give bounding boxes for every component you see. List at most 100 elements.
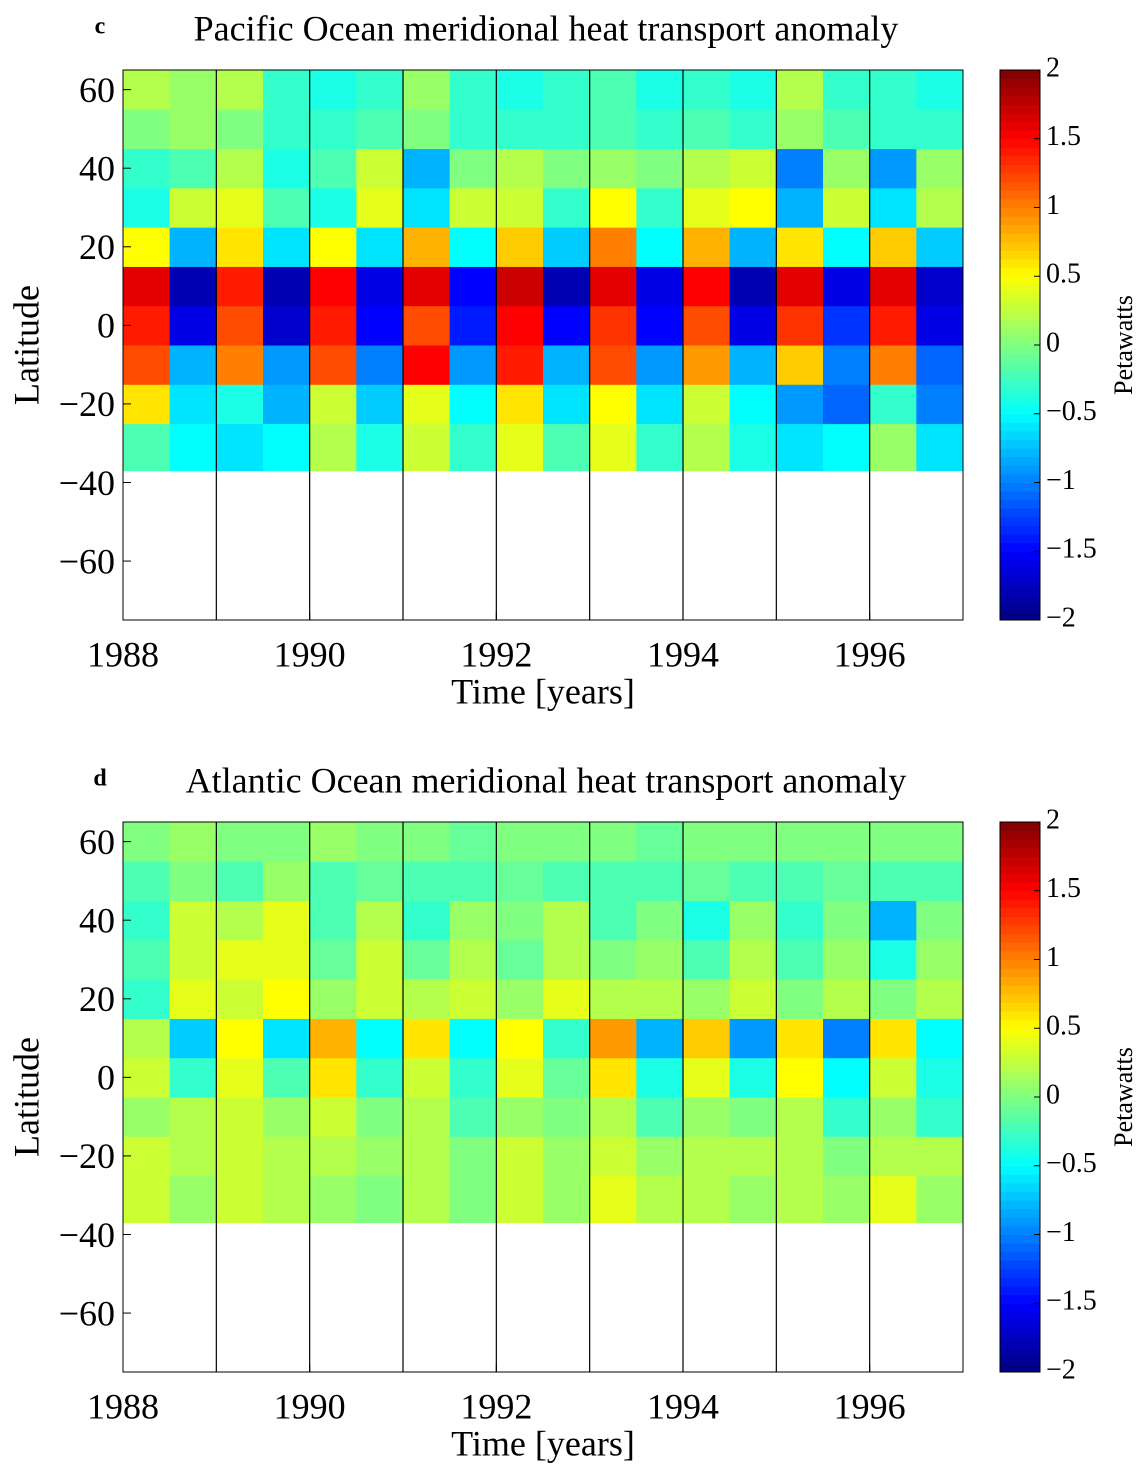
- colorbar-step: [1000, 1157, 1040, 1167]
- heatmap-cell: [589, 109, 637, 150]
- colorbar-step: [1000, 1363, 1040, 1373]
- colorbar-step: [1000, 1097, 1040, 1107]
- heatmap-cell: [916, 979, 964, 1019]
- heatmap-cell: [309, 345, 357, 385]
- colorbar-step: [1000, 1011, 1040, 1021]
- heatmap-cell: [496, 148, 544, 189]
- x-tick-label: 1994: [647, 634, 719, 674]
- heatmap-cell: [123, 423, 171, 472]
- heatmap-cell: [869, 345, 917, 385]
- heatmap-cell: [589, 1018, 637, 1059]
- heatmap-cell: [823, 187, 871, 228]
- colorbar-step: [1000, 830, 1040, 840]
- colorbar-step: [1000, 1148, 1040, 1158]
- colorbar-step: [1000, 516, 1040, 526]
- heatmap-cell: [496, 822, 544, 862]
- heatmap-cell: [216, 1018, 264, 1059]
- heatmap-cell: [449, 1057, 497, 1098]
- heatmap-cell: [916, 1057, 964, 1098]
- colorbar-step: [1000, 353, 1040, 363]
- colorbar-step: [1000, 1329, 1040, 1339]
- heatmap-cell: [916, 822, 964, 862]
- heatmap-cell: [123, 1018, 171, 1059]
- colorbar-step: [1000, 1114, 1040, 1124]
- heatmap-cell: [683, 822, 731, 862]
- heatmap-cell: [403, 70, 451, 110]
- heatmap-cell: [169, 227, 217, 267]
- heatmap-cell: [636, 939, 684, 980]
- heatmap-cell: [683, 979, 731, 1019]
- chart-title: Atlantic Ocean meridional heat transport…: [186, 760, 907, 800]
- heatmap-cell: [449, 109, 497, 150]
- heatmap-cell: [309, 109, 357, 150]
- colorbar-step: [1000, 387, 1040, 398]
- colorbar-tick-label: 1.5: [1046, 121, 1081, 152]
- heatmap-cell: [263, 1018, 311, 1059]
- heatmap-cell: [169, 70, 217, 110]
- heatmap-cell: [916, 345, 964, 385]
- heatmap-cell: [823, 861, 871, 902]
- colorbar-step: [1000, 1277, 1040, 1287]
- heatmap-cell: [403, 1136, 451, 1177]
- heatmap-cell: [776, 423, 824, 472]
- heatmap-cell: [589, 345, 637, 385]
- heatmap-cell: [776, 1018, 824, 1059]
- heatmap-cell: [729, 939, 777, 980]
- colorbar-step: [1000, 1122, 1040, 1132]
- heatmap-cell: [123, 109, 171, 150]
- heatmap-cell: [356, 1097, 404, 1137]
- heatmap-cell: [589, 148, 637, 189]
- heatmap-cell: [589, 822, 637, 862]
- colorbar-step: [1000, 1036, 1040, 1046]
- colorbar-step: [1000, 327, 1040, 337]
- heatmap-cell: [356, 345, 404, 385]
- heatmap-cell: [916, 900, 964, 941]
- colorbar-step: [1000, 907, 1040, 918]
- heatmap-cell: [263, 900, 311, 941]
- heatmap-cell: [823, 1136, 871, 1177]
- heatmap-cell: [589, 305, 637, 346]
- heatmap-cell: [916, 384, 964, 425]
- colorbar-step: [1000, 276, 1040, 286]
- heatmap-cell: [869, 979, 917, 1019]
- heatmap-cell: [356, 939, 404, 980]
- heatmap-cell: [356, 822, 404, 862]
- heatmap-cell: [356, 1175, 404, 1224]
- heatmap-cell: [916, 227, 964, 267]
- heatmap-cell: [356, 423, 404, 472]
- heatmap-cell: [869, 384, 917, 425]
- heatmap-cell: [169, 148, 217, 189]
- heatmap-cell: [729, 1057, 777, 1098]
- colorbar-step: [1000, 499, 1040, 509]
- colorbar-step: [1000, 138, 1040, 148]
- colorbar-step: [1000, 1191, 1040, 1201]
- heatmap-cell: [309, 70, 357, 110]
- heatmap-cell: [589, 1057, 637, 1098]
- heatmap-cell: [169, 1018, 217, 1059]
- colorbar-tick-label: −2: [1046, 602, 1076, 633]
- heatmap-cell: [263, 1136, 311, 1177]
- heatmap-cell: [496, 979, 544, 1019]
- heatmap-cell: [496, 939, 544, 980]
- heatmap-cell: [263, 1175, 311, 1224]
- heatmap-cell: [729, 345, 777, 385]
- heatmap-cell: [309, 939, 357, 980]
- heatmap-cell: [123, 1097, 171, 1137]
- heatmap-cell: [403, 1018, 451, 1059]
- heatmap-cell: [403, 305, 451, 346]
- heatmap-cell: [309, 227, 357, 267]
- heatmap-cell: [729, 1018, 777, 1059]
- heatmap-cell: [776, 900, 824, 941]
- heatmap-cell: [449, 423, 497, 472]
- heatmap-cell: [169, 900, 217, 941]
- heatmap-cell: [263, 384, 311, 425]
- heatmap-cell: [356, 979, 404, 1019]
- heatmap-cell: [823, 227, 871, 267]
- heatmap-cell: [309, 423, 357, 472]
- colorbar-step: [1000, 1088, 1040, 1098]
- colorbar-step: [1000, 370, 1040, 380]
- heatmap-cell: [309, 384, 357, 425]
- heatmap-cell: [449, 1175, 497, 1224]
- heatmap-cell: [263, 861, 311, 902]
- colorbar-step: [1000, 577, 1040, 587]
